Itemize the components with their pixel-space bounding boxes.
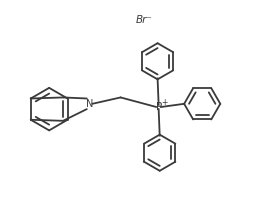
Text: Br⁻: Br⁻ [135, 15, 152, 25]
Text: P: P [156, 102, 162, 112]
Text: +: + [161, 98, 167, 107]
Text: N: N [86, 99, 93, 109]
